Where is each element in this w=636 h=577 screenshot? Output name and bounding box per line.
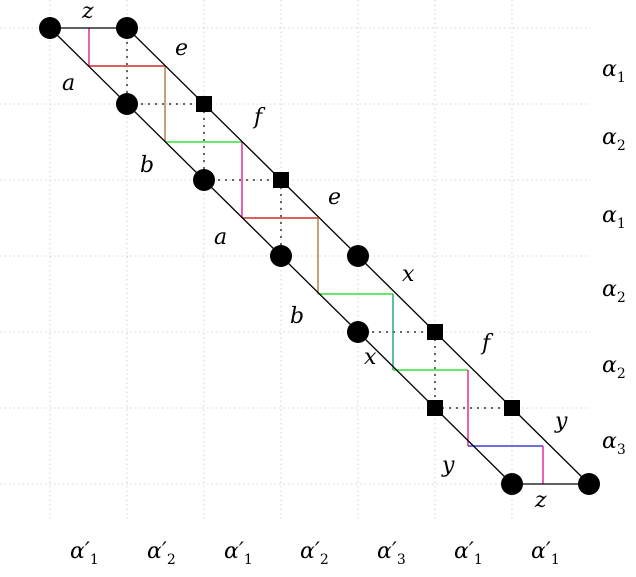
column-label: α′2: [300, 539, 329, 568]
edge-label: a: [62, 71, 75, 96]
vertex-square: [273, 172, 289, 188]
row-label: α3: [602, 429, 626, 458]
row-label: α1: [602, 203, 626, 232]
column-label: α′1: [454, 539, 483, 568]
colored-segments: [88, 28, 544, 484]
edge-label: b: [290, 304, 304, 329]
vertex-circle: [347, 245, 369, 267]
column-label: α′1: [70, 539, 99, 568]
edge-label: b: [140, 153, 154, 178]
vertex-square: [504, 400, 520, 416]
square-vertices: [196, 96, 520, 416]
vertex-circle: [193, 169, 215, 191]
edge-label: y: [554, 409, 568, 434]
row-labels: α1 α2 α1 α2 α2 α3: [602, 57, 626, 458]
edge-labels: z e a f b e a x b f x y y z: [62, 0, 568, 513]
row-label: α2: [602, 125, 626, 154]
edge-label: z: [534, 488, 547, 513]
vertex-circle: [501, 473, 523, 495]
edge-label: a: [214, 225, 227, 250]
background-grid: [0, 0, 590, 520]
dotted-connectors: [126, 28, 512, 409]
column-label: α′1: [224, 539, 253, 568]
column-label: α′2: [147, 539, 176, 568]
vertex-square: [427, 324, 443, 340]
edge-label: x: [364, 345, 377, 370]
row-label: α1: [602, 57, 626, 86]
edge-label: x: [402, 262, 415, 287]
vertex-circle: [578, 473, 600, 495]
row-label: α2: [602, 353, 626, 382]
edge-label: y: [441, 453, 455, 478]
edge-label: e: [328, 185, 341, 210]
edge-label: f: [480, 331, 494, 356]
edge-label: f: [252, 105, 266, 130]
vertex-circle: [270, 245, 292, 267]
edge-label: z: [81, 0, 94, 24]
circle-vertices: [39, 17, 600, 495]
vertex-circle: [116, 93, 138, 115]
column-label: α′1: [531, 539, 560, 568]
vertex-square: [196, 96, 212, 112]
vertex-circle: [347, 321, 369, 343]
vertex-square: [427, 400, 443, 416]
column-labels: α′1 α′2 α′1 α′2 α′3 α′1 α′1: [70, 539, 560, 568]
vertex-circle: [39, 17, 61, 39]
column-label: α′3: [377, 539, 406, 568]
row-label: α2: [602, 277, 626, 306]
edge-label: e: [175, 36, 188, 61]
vertex-circle: [116, 17, 138, 39]
